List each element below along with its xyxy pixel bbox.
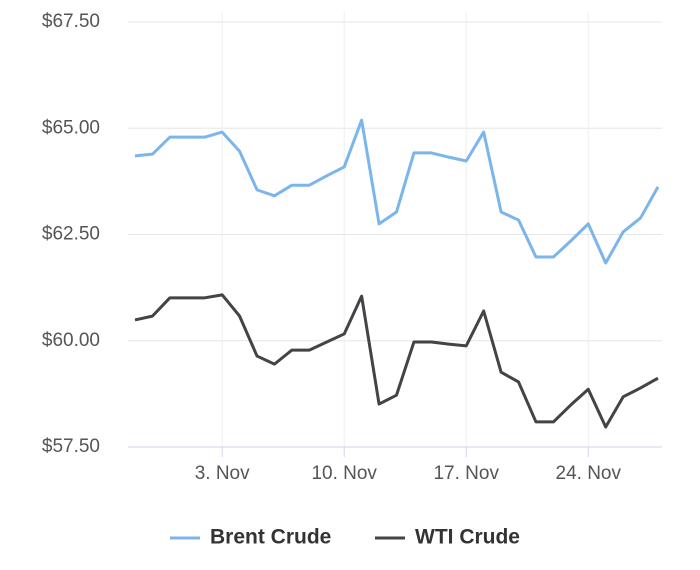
x-tick-label: 10. Nov bbox=[311, 463, 377, 484]
x-tick-label: 24. Nov bbox=[556, 463, 622, 484]
legend-label: Brent Crude bbox=[210, 526, 331, 549]
series-line bbox=[134, 118, 660, 265]
x-tick-label: 17. Nov bbox=[433, 463, 499, 484]
y-tick-label: $62.50 bbox=[42, 224, 100, 245]
y-tick-label: $65.00 bbox=[42, 117, 100, 138]
x-tick-label: 3. Nov bbox=[195, 463, 250, 484]
y-tick-label: $60.00 bbox=[42, 330, 100, 351]
legend-label: WTI Crude bbox=[415, 526, 520, 549]
y-tick-label: $67.50 bbox=[42, 11, 100, 32]
y-tick-label: $57.50 bbox=[42, 436, 100, 457]
series-line bbox=[134, 293, 659, 429]
